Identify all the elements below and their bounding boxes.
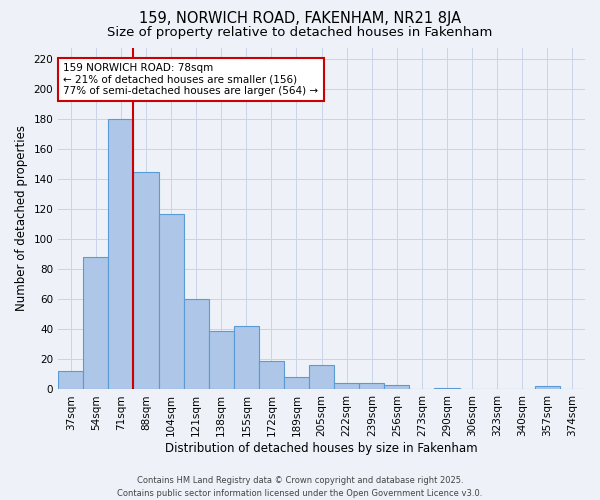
Text: Contains HM Land Registry data © Crown copyright and database right 2025.
Contai: Contains HM Land Registry data © Crown c… [118, 476, 482, 498]
Text: 159, NORWICH ROAD, FAKENHAM, NR21 8JA: 159, NORWICH ROAD, FAKENHAM, NR21 8JA [139, 12, 461, 26]
Bar [133, 172, 158, 390]
Bar [184, 300, 209, 390]
Bar [309, 366, 334, 390]
Bar [359, 384, 385, 390]
Bar [334, 384, 359, 390]
Y-axis label: Number of detached properties: Number of detached properties [15, 126, 28, 312]
Text: 159 NORWICH ROAD: 78sqm
← 21% of detached houses are smaller (156)
77% of semi-d: 159 NORWICH ROAD: 78sqm ← 21% of detache… [64, 63, 319, 96]
Bar [284, 378, 309, 390]
Bar [234, 326, 259, 390]
Bar [385, 385, 409, 390]
Bar [259, 361, 284, 390]
Bar [434, 388, 460, 390]
Bar [158, 214, 184, 390]
X-axis label: Distribution of detached houses by size in Fakenham: Distribution of detached houses by size … [165, 442, 478, 455]
Bar [109, 120, 133, 390]
Bar [209, 331, 234, 390]
Bar [58, 372, 83, 390]
Bar [83, 258, 109, 390]
Text: Size of property relative to detached houses in Fakenham: Size of property relative to detached ho… [107, 26, 493, 39]
Bar [535, 386, 560, 390]
